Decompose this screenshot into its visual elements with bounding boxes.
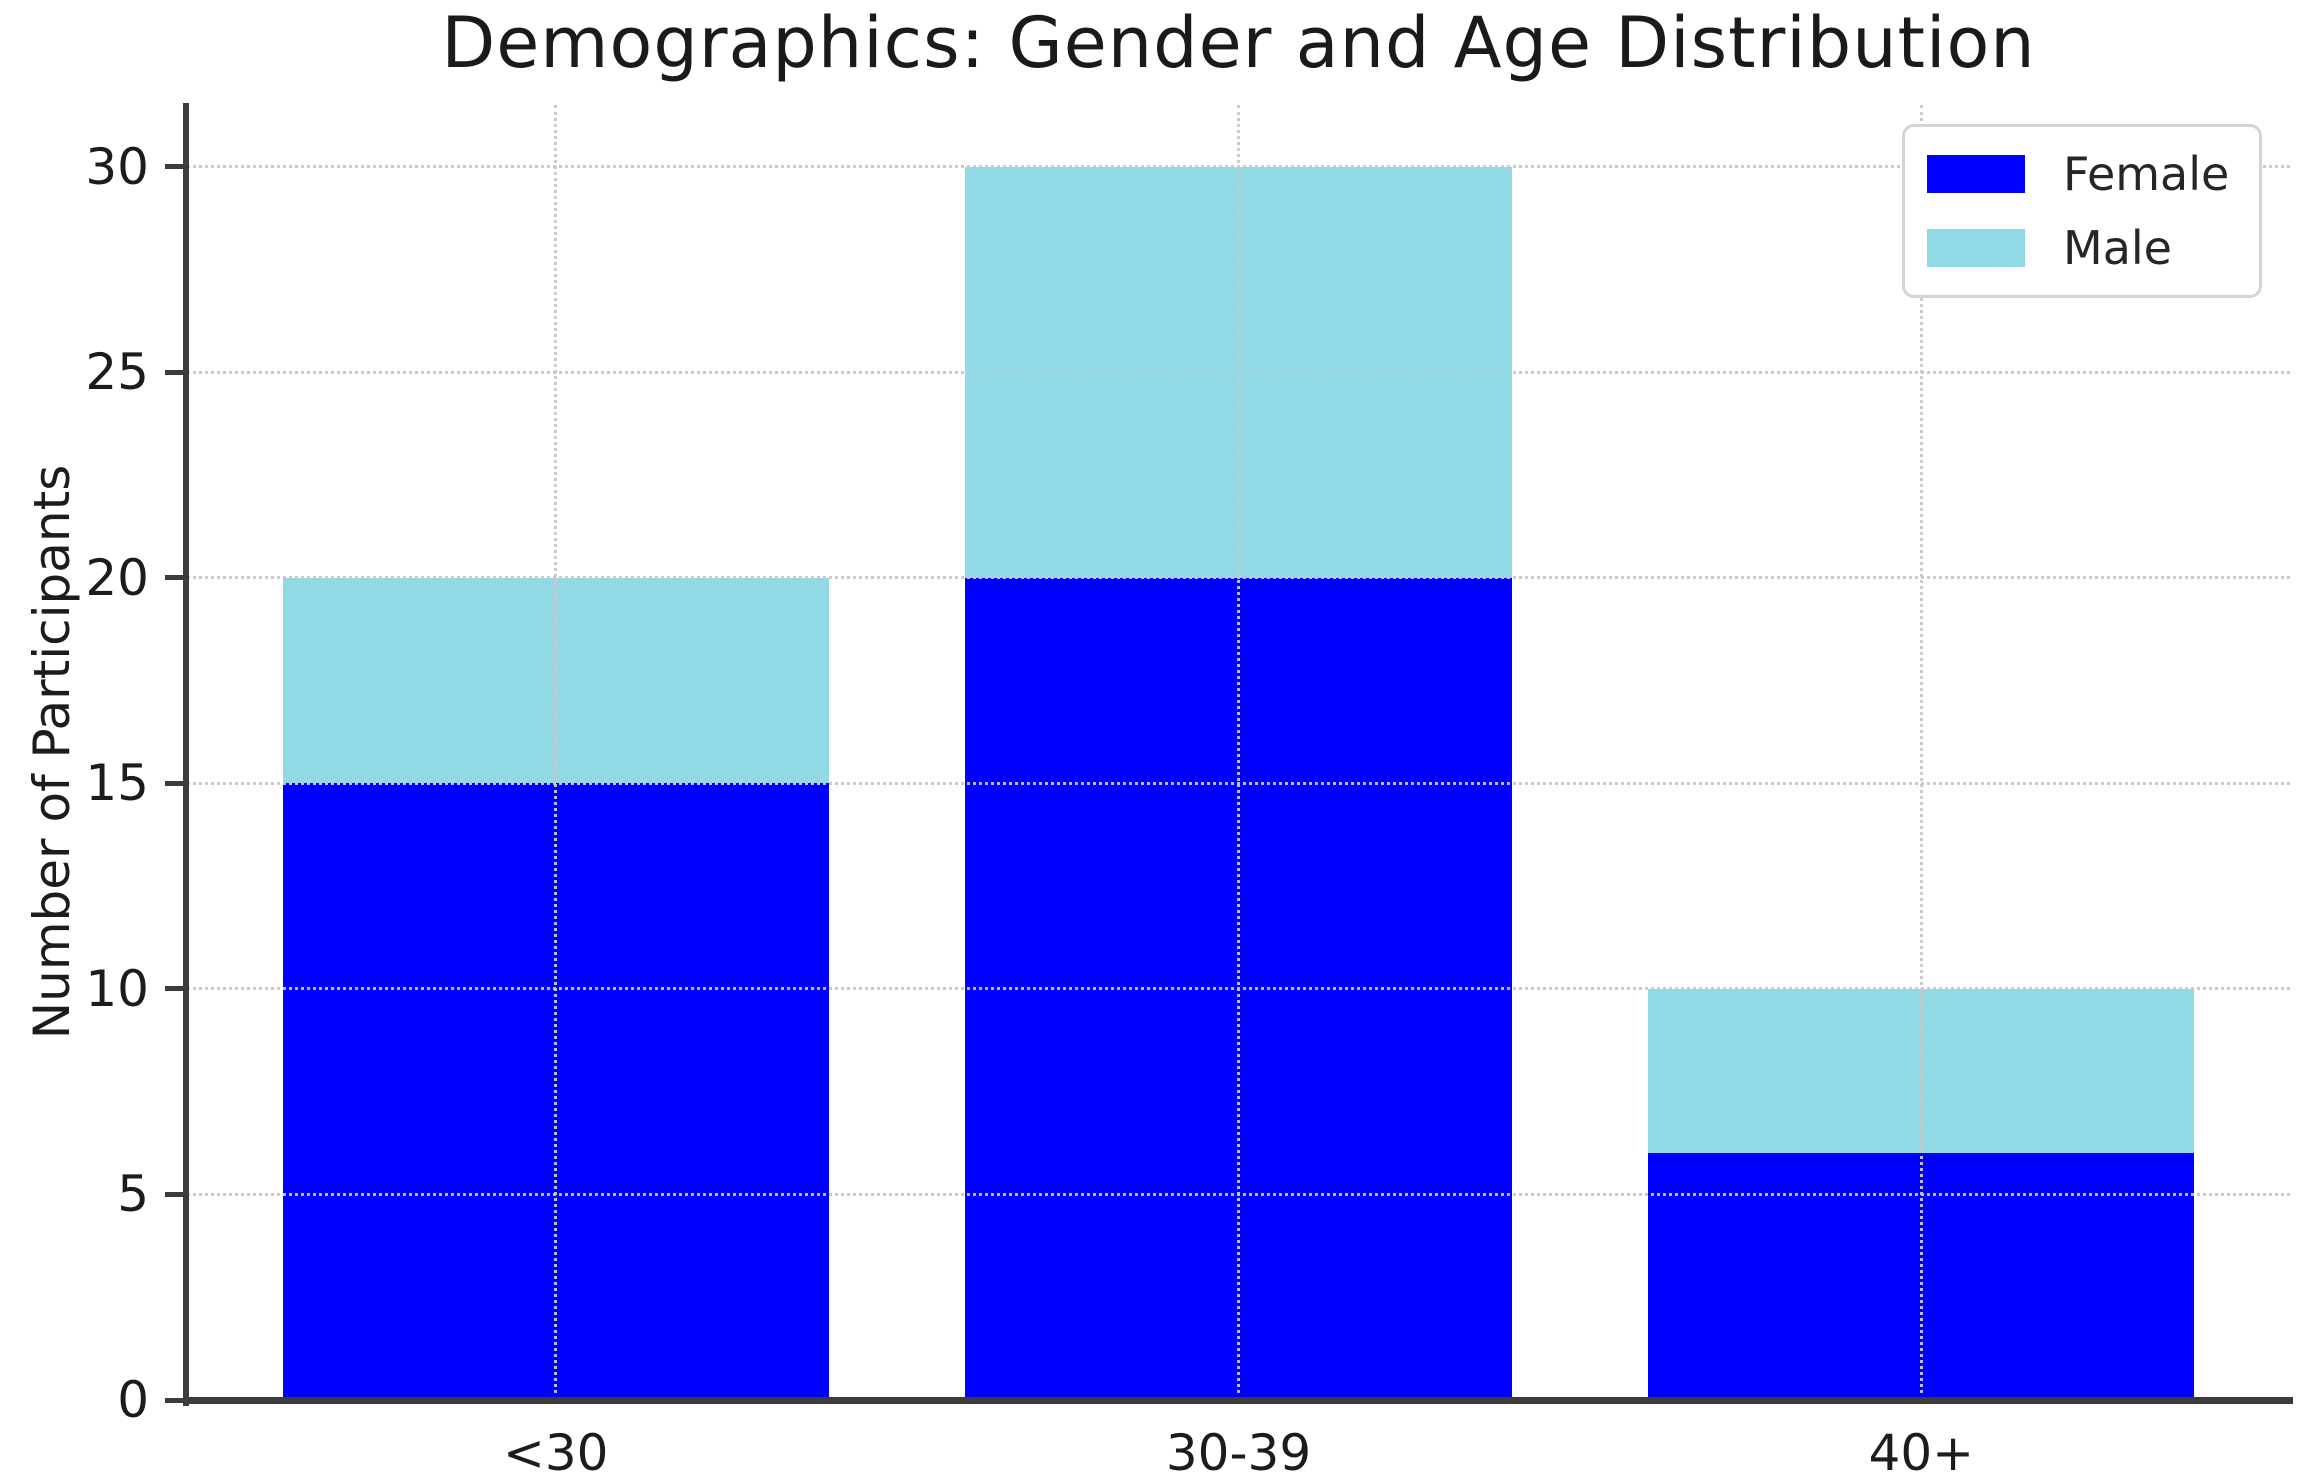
- v-gridline: [554, 105, 558, 1400]
- y-tick-label: 10: [85, 959, 149, 1018]
- y-tick-mark: [165, 986, 185, 992]
- legend-label-male: Male: [2063, 221, 2172, 275]
- y-axis-spine: [183, 103, 189, 1406]
- y-tick-mark: [165, 164, 185, 170]
- legend-row-female: Female: [1927, 147, 2229, 201]
- h-gridline: [187, 781, 2290, 785]
- legend-row-male: Male: [1927, 221, 2229, 275]
- x-axis-spine: [183, 1397, 2293, 1404]
- h-gridline: [187, 1192, 2290, 1196]
- y-tick-label: 30: [85, 137, 149, 196]
- h-gridline: [187, 370, 2290, 374]
- v-gridline: [1919, 105, 1923, 1400]
- h-gridline: [187, 576, 2290, 580]
- chart-title: Demographics: Gender and Age Distributio…: [441, 2, 2036, 84]
- legend: Female Male: [1902, 124, 2263, 298]
- legend-label-female: Female: [2063, 147, 2230, 201]
- y-tick-mark: [165, 575, 185, 581]
- h-gridline: [187, 987, 2290, 991]
- v-gridline: [1237, 105, 1240, 1400]
- y-tick-label: 20: [85, 548, 149, 607]
- x-tick-label: 40+: [1868, 1424, 1975, 1482]
- y-tick-label: 5: [117, 1165, 149, 1224]
- x-tick-label: <30: [502, 1424, 609, 1482]
- h-gridline: [187, 165, 2290, 169]
- y-tick-mark: [165, 1191, 185, 1197]
- y-tick-mark: [165, 780, 185, 786]
- x-tick-label: 30-39: [1165, 1424, 1312, 1482]
- y-tick-label: 15: [85, 754, 149, 813]
- y-tick-label: 0: [117, 1371, 149, 1429]
- y-tick-mark: [165, 1397, 185, 1403]
- y-tick-label: 25: [85, 343, 149, 402]
- y-tick-mark: [165, 369, 185, 375]
- legend-swatch-male-icon: [1927, 229, 2025, 267]
- legend-swatch-female-icon: [1927, 155, 2025, 193]
